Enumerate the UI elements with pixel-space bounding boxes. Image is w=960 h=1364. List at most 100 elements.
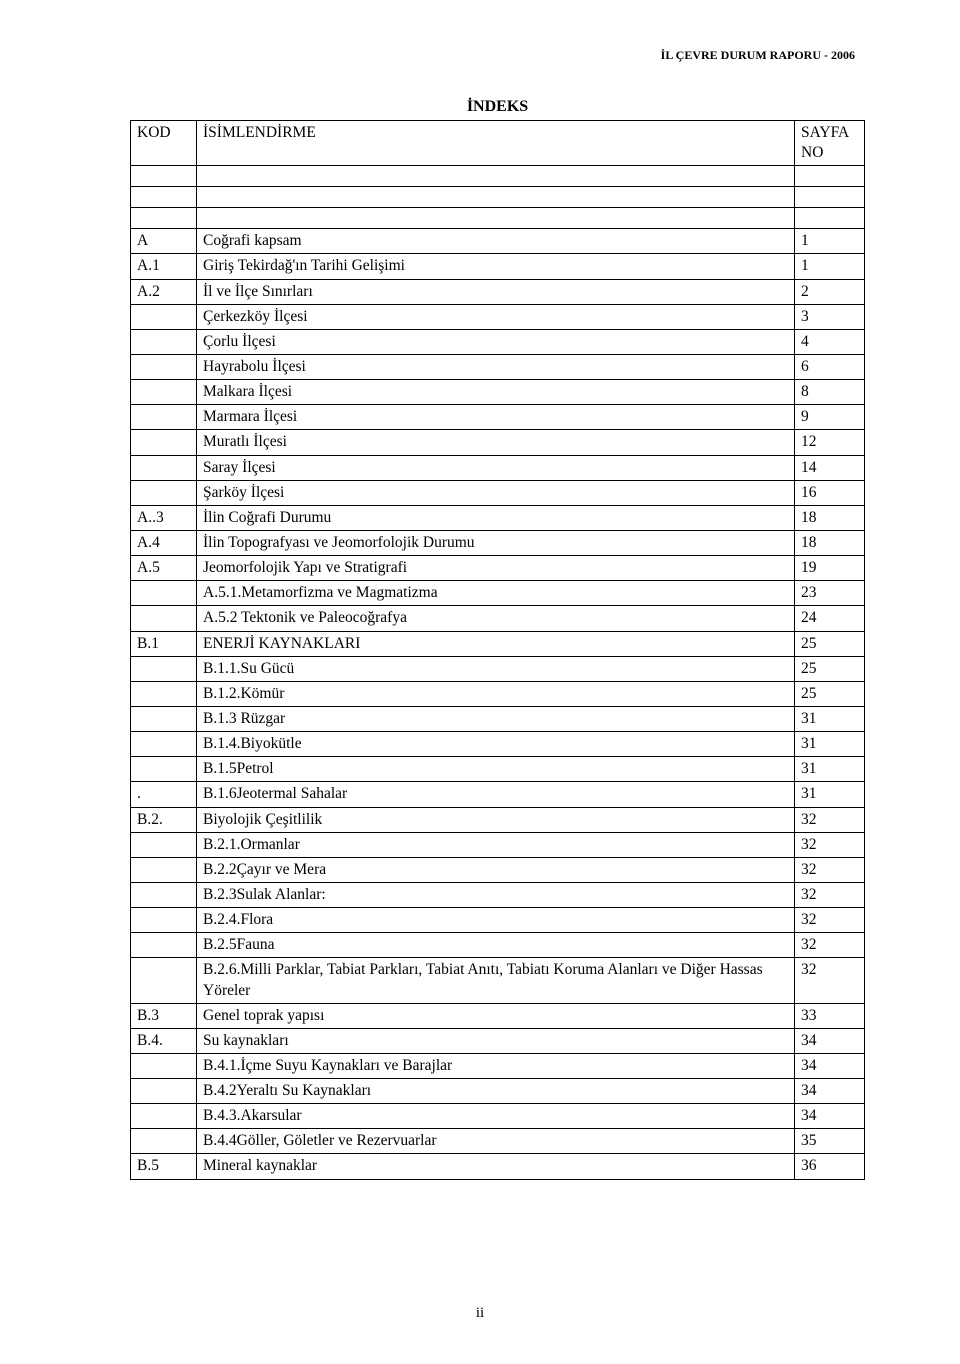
cell-desc: B.4.1.İçme Suyu Kaynakları ve Barajlar	[197, 1053, 795, 1078]
cell-kod	[131, 656, 197, 681]
table-row: ACoğrafi kapsam1	[131, 229, 865, 254]
cell-desc: Coğrafi kapsam	[197, 229, 795, 254]
cell-page: 2	[795, 279, 865, 304]
table-row: A.4İlin Topografyası ve Jeomorfolojik Du…	[131, 530, 865, 555]
cell-kod	[131, 329, 197, 354]
cell-page: 23	[795, 581, 865, 606]
table-row: B.3Genel toprak yapısı33	[131, 1003, 865, 1028]
cell-page: 9	[795, 405, 865, 430]
cell-kod	[131, 832, 197, 857]
cell-desc: Genel toprak yapısı	[197, 1003, 795, 1028]
cell-desc: Jeomorfolojik Yapı ve Stratigrafi	[197, 556, 795, 581]
cell-desc: Çerkezköy İlçesi	[197, 304, 795, 329]
col-header-page: SAYFA NO	[795, 121, 865, 166]
cell-kod: A..3	[131, 505, 197, 530]
cell-page: 3	[795, 304, 865, 329]
cell-page: 12	[795, 430, 865, 455]
cell-desc: B.4.4Göller, Göletler ve Rezervuarlar	[197, 1129, 795, 1154]
table-row: B.2.Biyolojik Çeşitlilik32	[131, 807, 865, 832]
cell-kod: B.4.	[131, 1028, 197, 1053]
cell-desc: Mineral kaynaklar	[197, 1154, 795, 1179]
cell-page: 19	[795, 556, 865, 581]
cell-kod: B.5	[131, 1154, 197, 1179]
table-row: Saray İlçesi14	[131, 455, 865, 480]
table-row: B.1.4.Biyokütle31	[131, 732, 865, 757]
table-row: B.4.3.Akarsular34	[131, 1104, 865, 1129]
table-row: A.5Jeomorfolojik Yapı ve Stratigrafi19	[131, 556, 865, 581]
cell-kod	[131, 681, 197, 706]
cell-desc: B.1.4.Biyokütle	[197, 732, 795, 757]
table-row: B.2.1.Ormanlar32	[131, 832, 865, 857]
table-row: Hayrabolu İlçesi6	[131, 354, 865, 379]
table-row: B.4.2Yeraltı Su Kaynakları34	[131, 1079, 865, 1104]
table-row: B.1.1.Su Gücü25	[131, 656, 865, 681]
cell-page: 18	[795, 530, 865, 555]
cell-page: 33	[795, 1003, 865, 1028]
page-number: ii	[476, 1305, 484, 1322]
table-row: A..3İlin Coğrafi Durumu18	[131, 505, 865, 530]
cell-kod: A.4	[131, 530, 197, 555]
cell-kod	[131, 480, 197, 505]
table-row: A.5.1.Metamorfizma ve Magmatizma23	[131, 581, 865, 606]
cell-page: 6	[795, 354, 865, 379]
cell-kod	[131, 882, 197, 907]
table-row: Marmara İlçesi9	[131, 405, 865, 430]
cell-page: 31	[795, 732, 865, 757]
index-table: KOD İSİMLENDİRME SAYFA NO ACoğrafi kapsa…	[130, 120, 865, 1180]
cell-kod: A.5	[131, 556, 197, 581]
cell-kod	[131, 455, 197, 480]
cell-desc: B.2.2Çayır ve Mera	[197, 857, 795, 882]
col-header-desc: İSİMLENDİRME	[197, 121, 795, 166]
cell-page: 18	[795, 505, 865, 530]
cell-desc: Çorlu İlçesi	[197, 329, 795, 354]
cell-kod: .	[131, 782, 197, 807]
cell-kod: B.1	[131, 631, 197, 656]
cell-desc: Muratlı İlçesi	[197, 430, 795, 455]
table-row: B.2.3Sulak Alanlar:32	[131, 882, 865, 907]
cell-page: 25	[795, 681, 865, 706]
table-row: Malkara İlçesi8	[131, 380, 865, 405]
cell-page: 34	[795, 1028, 865, 1053]
cell-kod	[131, 606, 197, 631]
table-row: A.5.2 Tektonik ve Paleocoğrafya24	[131, 606, 865, 631]
cell-desc: B.2.1.Ormanlar	[197, 832, 795, 857]
page-header-right: İL ÇEVRE DURUM RAPORU - 2006	[661, 48, 855, 63]
cell-desc: İl ve İlçe Sınırları	[197, 279, 795, 304]
cell-desc: Şarköy İlçesi	[197, 480, 795, 505]
cell-page: 31	[795, 782, 865, 807]
cell-kod	[131, 857, 197, 882]
cell-kod	[131, 1053, 197, 1078]
cell-page: 32	[795, 908, 865, 933]
table-empty-row	[131, 187, 865, 208]
cell-page: 32	[795, 933, 865, 958]
cell-kod	[131, 958, 197, 1003]
cell-desc: B.1.1.Su Gücü	[197, 656, 795, 681]
cell-page: 34	[795, 1079, 865, 1104]
cell-desc: B.2.6.Milli Parklar, Tabiat Parkları, Ta…	[197, 958, 795, 1003]
cell-kod: B.2.	[131, 807, 197, 832]
table-row: A.2 İl ve İlçe Sınırları2	[131, 279, 865, 304]
table-empty-row	[131, 166, 865, 187]
cell-page: 32	[795, 857, 865, 882]
table-row: Çorlu İlçesi4	[131, 329, 865, 354]
table-row: Muratlı İlçesi12	[131, 430, 865, 455]
cell-kod	[131, 1104, 197, 1129]
cell-kod	[131, 581, 197, 606]
col-header-kod: KOD	[131, 121, 197, 166]
cell-desc: Su kaynakları	[197, 1028, 795, 1053]
cell-desc: B.1.5Petrol	[197, 757, 795, 782]
cell-page: 31	[795, 706, 865, 731]
cell-desc: Biyolojik Çeşitlilik	[197, 807, 795, 832]
cell-page: 36	[795, 1154, 865, 1179]
cell-kod: A	[131, 229, 197, 254]
cell-page: 31	[795, 757, 865, 782]
cell-kod	[131, 430, 197, 455]
cell-kod: A.1	[131, 254, 197, 279]
table-row: B.1.5Petrol31	[131, 757, 865, 782]
cell-desc: Giriş Tekirdağ'ın Tarihi Gelişimi	[197, 254, 795, 279]
cell-page: 1	[795, 254, 865, 279]
cell-page: 32	[795, 958, 865, 1003]
cell-kod: B.3	[131, 1003, 197, 1028]
cell-desc: İlin Coğrafi Durumu	[197, 505, 795, 530]
cell-page: 24	[795, 606, 865, 631]
